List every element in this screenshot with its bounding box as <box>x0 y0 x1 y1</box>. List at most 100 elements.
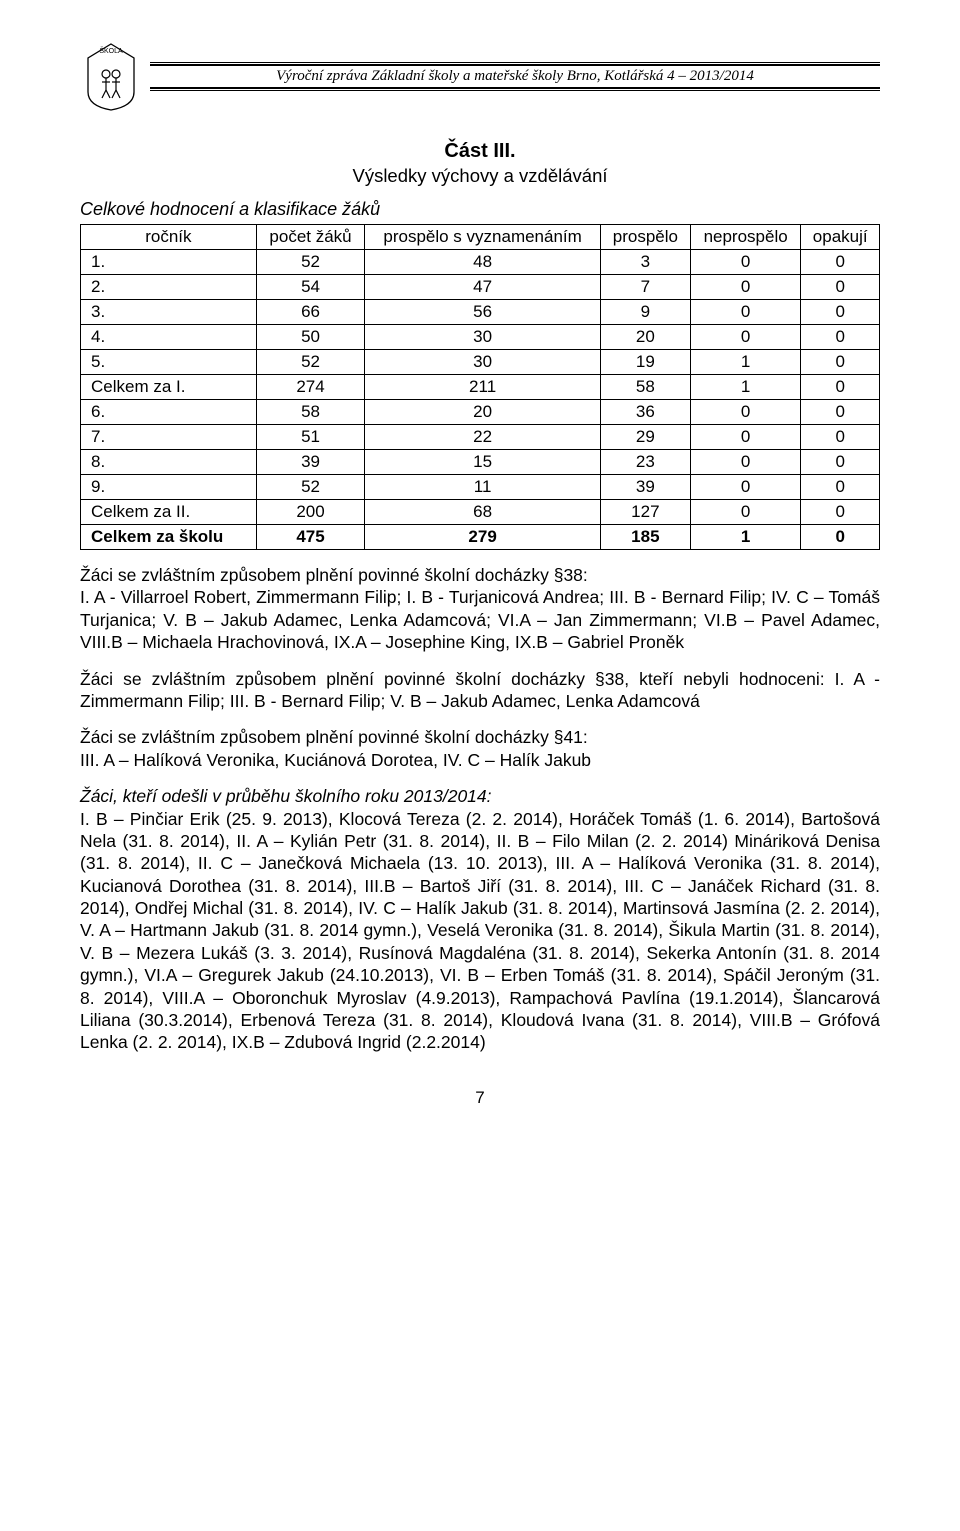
cell-rocnik: 9. <box>81 475 257 500</box>
cell-prosp: 36 <box>600 400 690 425</box>
cell-pocet: 52 <box>256 475 365 500</box>
table-row: 6.58203600 <box>81 400 880 425</box>
cell-prosp: 185 <box>600 525 690 550</box>
left-body: I. B – Pinčiar Erik (25. 9. 2013), Kloco… <box>80 809 880 1053</box>
cell-neprosp: 0 <box>690 300 801 325</box>
cell-opak: 0 <box>801 350 880 375</box>
cell-vyzn: 279 <box>365 525 601 550</box>
cell-rocnik: 8. <box>81 450 257 475</box>
cell-opak: 0 <box>801 375 880 400</box>
paragraph-38: Žáci se zvláštním způsobem plnění povinn… <box>80 564 880 654</box>
paragraph-left: Žáci, kteří odešli v průběhu školního ro… <box>80 785 880 1054</box>
cell-opak: 0 <box>801 425 880 450</box>
cell-opak: 0 <box>801 475 880 500</box>
cell-rocnik: Celkem za I. <box>81 375 257 400</box>
cell-rocnik: 1. <box>81 250 257 275</box>
cell-pocet: 52 <box>256 350 365 375</box>
cell-neprosp: 0 <box>690 425 801 450</box>
cell-vyzn: 30 <box>365 350 601 375</box>
cell-pocet: 54 <box>256 275 365 300</box>
cell-vyzn: 30 <box>365 325 601 350</box>
cell-neprosp: 0 <box>690 250 801 275</box>
cell-pocet: 52 <box>256 250 365 275</box>
page-header: ŠKOLA Výroční zpráva Základní školy a ma… <box>80 40 880 112</box>
cell-rocnik: 3. <box>81 300 257 325</box>
paragraph-41: Žáci se zvláštním způsobem plnění povinn… <box>80 726 880 771</box>
cell-vyzn: 11 <box>365 475 601 500</box>
cell-prosp: 7 <box>600 275 690 300</box>
cell-opak: 0 <box>801 525 880 550</box>
cell-neprosp: 1 <box>690 375 801 400</box>
cell-opak: 0 <box>801 450 880 475</box>
cell-pocet: 475 <box>256 525 365 550</box>
cell-neprosp: 0 <box>690 400 801 425</box>
col-vyzn: prospělo s vyznamenáním <box>365 225 601 250</box>
cell-opak: 0 <box>801 250 880 275</box>
cell-neprosp: 0 <box>690 325 801 350</box>
cell-vyzn: 48 <box>365 250 601 275</box>
page-number: 7 <box>80 1088 880 1108</box>
cell-vyzn: 22 <box>365 425 601 450</box>
col-pocet: počet žáků <box>256 225 365 250</box>
table-row: 4.50302000 <box>81 325 880 350</box>
cell-pocet: 66 <box>256 300 365 325</box>
cell-rocnik: Celkem za školu <box>81 525 257 550</box>
part-title: Část III. <box>80 140 880 163</box>
header-title-text: Výroční zpráva Základní školy a mateřské… <box>276 68 754 84</box>
cell-opak: 0 <box>801 300 880 325</box>
table-row: Celkem za školu47527918510 <box>81 525 880 550</box>
cell-prosp: 9 <box>600 300 690 325</box>
section-label: Celkové hodnocení a klasifikace žáků <box>80 199 880 220</box>
cell-opak: 0 <box>801 325 880 350</box>
paragraph-38-unrated: Žáci se zvláštním způsobem plnění povinn… <box>80 668 880 713</box>
cell-vyzn: 47 <box>365 275 601 300</box>
cell-vyzn: 20 <box>365 400 601 425</box>
table-row: 1.5248300 <box>81 250 880 275</box>
cell-rocnik: 5. <box>81 350 257 375</box>
cell-neprosp: 0 <box>690 275 801 300</box>
cell-pocet: 200 <box>256 500 365 525</box>
cell-prosp: 19 <box>600 350 690 375</box>
table-row: 3.6656900 <box>81 300 880 325</box>
cell-prosp: 20 <box>600 325 690 350</box>
cell-vyzn: 68 <box>365 500 601 525</box>
svg-text:ŠKOLA: ŠKOLA <box>99 46 123 55</box>
cell-pocet: 274 <box>256 375 365 400</box>
cell-rocnik: 6. <box>81 400 257 425</box>
cell-neprosp: 0 <box>690 500 801 525</box>
cell-neprosp: 1 <box>690 525 801 550</box>
cell-opak: 0 <box>801 400 880 425</box>
cell-prosp: 58 <box>600 375 690 400</box>
cell-vyzn: 211 <box>365 375 601 400</box>
table-row: 9.52113900 <box>81 475 880 500</box>
cell-prosp: 3 <box>600 250 690 275</box>
cell-neprosp: 0 <box>690 450 801 475</box>
left-label: Žáci, kteří odešli v průběhu školního ro… <box>80 786 492 806</box>
cell-rocnik: Celkem za II. <box>81 500 257 525</box>
cell-rocnik: 4. <box>81 325 257 350</box>
cell-pocet: 50 <box>256 325 365 350</box>
cell-vyzn: 56 <box>365 300 601 325</box>
header-title: Výroční zpráva Základní školy a mateřské… <box>150 64 880 89</box>
results-table: ročník počet žáků prospělo s vyznamenání… <box>80 224 880 550</box>
cell-prosp: 127 <box>600 500 690 525</box>
cell-rocnik: 7. <box>81 425 257 450</box>
table-header-row: ročník počet žáků prospělo s vyznamenání… <box>81 225 880 250</box>
table-row: Celkem za II.2006812700 <box>81 500 880 525</box>
col-rocnik: ročník <box>81 225 257 250</box>
cell-pocet: 39 <box>256 450 365 475</box>
table-row: Celkem za I.2742115810 <box>81 375 880 400</box>
cell-prosp: 23 <box>600 450 690 475</box>
cell-prosp: 29 <box>600 425 690 450</box>
table-row: 8.39152300 <box>81 450 880 475</box>
school-logo: ŠKOLA <box>80 40 142 112</box>
cell-neprosp: 0 <box>690 475 801 500</box>
cell-opak: 0 <box>801 275 880 300</box>
cell-vyzn: 15 <box>365 450 601 475</box>
cell-opak: 0 <box>801 500 880 525</box>
table-row: 7.51222900 <box>81 425 880 450</box>
col-neprosp: neprospělo <box>690 225 801 250</box>
table-row: 5.52301910 <box>81 350 880 375</box>
cell-prosp: 39 <box>600 475 690 500</box>
cell-pocet: 58 <box>256 400 365 425</box>
